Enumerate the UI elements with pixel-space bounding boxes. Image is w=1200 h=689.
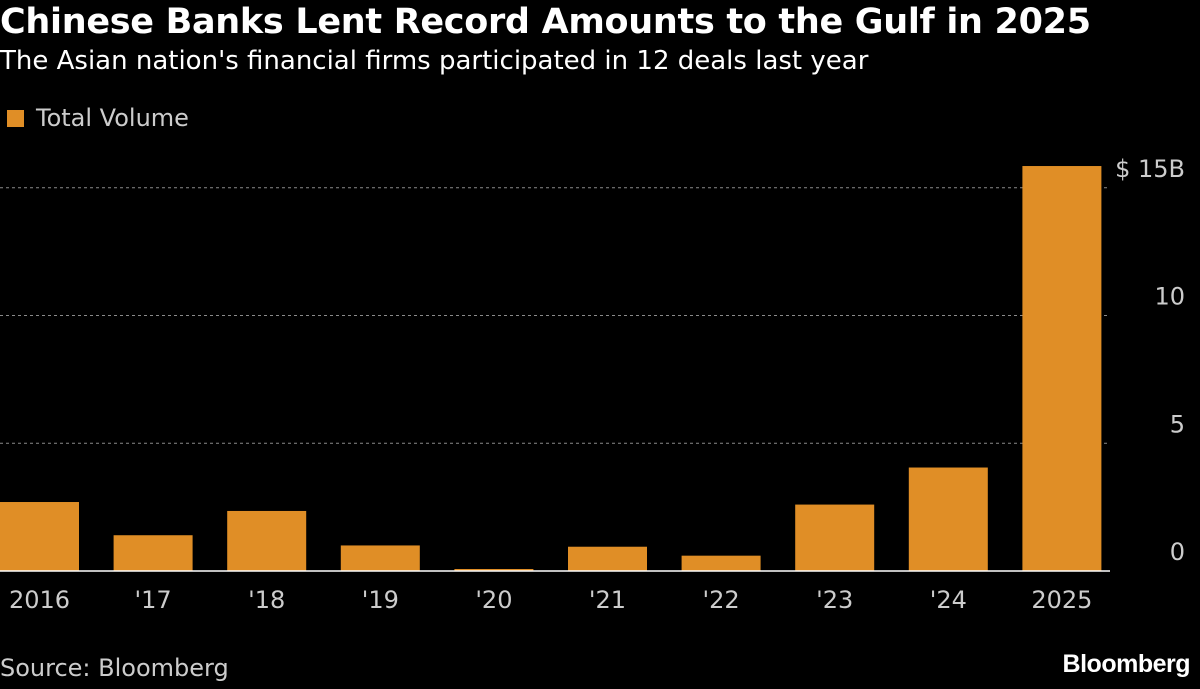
bar — [1022, 166, 1102, 571]
bar — [454, 569, 534, 571]
bloomberg-logo: Bloomberg — [1062, 650, 1191, 678]
bar — [227, 510, 307, 571]
chart-subtitle: The Asian nation's financial firms parti… — [0, 46, 869, 76]
x-tick-label: '19 — [362, 586, 399, 614]
x-tick-label: 2025 — [1031, 586, 1092, 614]
legend-label: Total Volume — [36, 104, 189, 132]
bar — [0, 502, 79, 571]
x-tick-label: '20 — [475, 586, 512, 614]
y-tick-label: 5 — [1170, 410, 1185, 438]
legend: Total Volume — [7, 104, 189, 132]
y-tick-label: 0 — [1170, 538, 1185, 566]
legend-swatch — [7, 109, 24, 127]
x-tick-label: 2016 — [9, 586, 70, 614]
bar — [340, 545, 420, 571]
source-note: Source: Bloomberg — [0, 654, 229, 682]
bar — [681, 555, 761, 571]
x-tick-label: '22 — [703, 586, 740, 614]
bar — [908, 467, 988, 571]
x-tick-label: '24 — [930, 586, 967, 614]
x-tick-label: '23 — [816, 586, 853, 614]
y-tick-label: $ 15B — [1115, 155, 1185, 183]
y-tick-label: 10 — [1154, 283, 1185, 311]
bar — [795, 504, 875, 571]
x-tick-label: '18 — [248, 586, 285, 614]
x-tick-label: '21 — [589, 586, 626, 614]
chart-title: Chinese Banks Lent Record Amounts to the… — [0, 2, 1091, 42]
bar — [113, 535, 193, 571]
x-tick-label: '17 — [135, 586, 172, 614]
bar — [568, 546, 647, 571]
